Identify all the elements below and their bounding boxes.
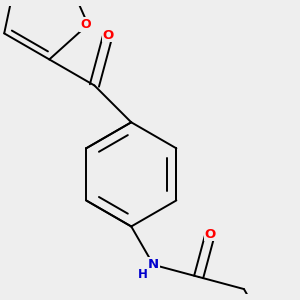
Text: O: O [102, 29, 113, 42]
Text: O: O [205, 228, 216, 241]
Text: H: H [138, 268, 148, 281]
Text: O: O [80, 18, 91, 31]
Text: N: N [148, 258, 159, 271]
